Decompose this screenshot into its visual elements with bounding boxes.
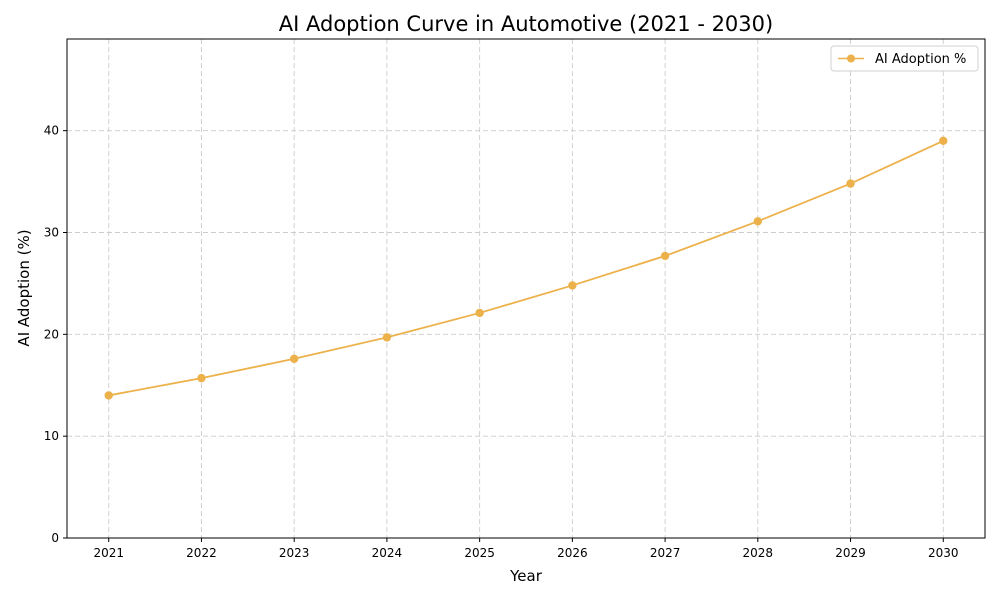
plot-frame bbox=[66, 38, 986, 539]
data-point bbox=[568, 281, 577, 290]
legend-marker-swatch bbox=[847, 54, 855, 63]
data-point bbox=[104, 391, 113, 400]
data-point bbox=[289, 354, 299, 363]
x-tick-label: 2029 bbox=[835, 546, 866, 560]
x-tick-label: 2030 bbox=[928, 546, 959, 560]
x-tick-label: 2024 bbox=[372, 546, 403, 560]
y-tick-label: 10 bbox=[44, 429, 59, 443]
series-line bbox=[108, 140, 944, 397]
data-point bbox=[939, 136, 948, 146]
y-tick-label: 30 bbox=[44, 225, 59, 239]
x-tick-label: 2022 bbox=[186, 546, 217, 560]
x-tick-label: 2025 bbox=[464, 546, 495, 560]
legend: AI Adoption % bbox=[830, 45, 979, 72]
x-tick-label: 2023 bbox=[279, 546, 310, 560]
x-tick-label: 2028 bbox=[743, 546, 774, 560]
legend-label: AI Adoption % bbox=[875, 52, 966, 67]
chart-title: AI Adoption Curve in Automotive (2021 - … bbox=[279, 12, 773, 36]
x-tick-label: 2027 bbox=[650, 546, 681, 560]
data-point bbox=[475, 308, 484, 318]
data-point bbox=[753, 217, 763, 226]
tick-layer: 2021 2022 2023 2024 2025 2026 2027 2028 2029 2030… bbox=[44, 124, 959, 560]
data-point bbox=[660, 251, 670, 261]
series-layer bbox=[104, 136, 948, 400]
x-tick-label: 2026 bbox=[557, 546, 588, 560]
y-tick-label: 0 bbox=[51, 531, 59, 545]
data-point bbox=[197, 373, 206, 383]
grid-layer bbox=[67, 39, 985, 538]
x-axis-label: Year bbox=[509, 567, 543, 585]
x-tick-label: 2021 bbox=[93, 546, 124, 560]
y-tick-label: 40 bbox=[44, 124, 59, 138]
data-point bbox=[846, 179, 855, 188]
y-axis-label: AI Adoption (%) bbox=[15, 229, 33, 346]
legend-box bbox=[830, 45, 979, 72]
data-point bbox=[382, 333, 392, 342]
y-tick-label: 20 bbox=[44, 327, 59, 341]
